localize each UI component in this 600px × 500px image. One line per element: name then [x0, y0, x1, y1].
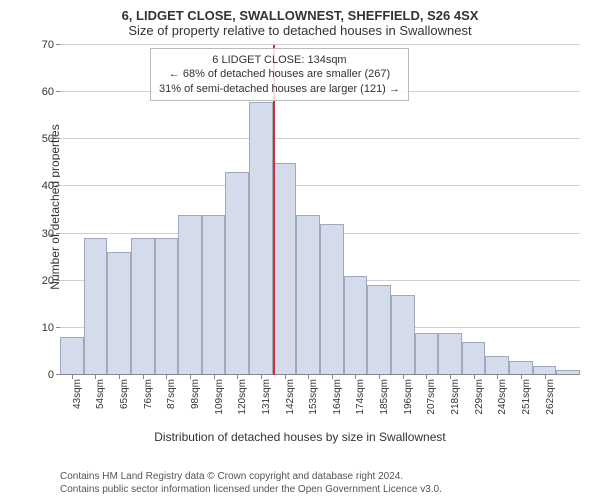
footer-line1: Contains HM Land Registry data © Crown c…	[60, 470, 442, 483]
xtick-mark	[403, 375, 404, 379]
ytick-label: 70	[42, 39, 54, 51]
xtick-label: 218sqm	[450, 379, 461, 415]
histogram-bar	[462, 342, 486, 375]
footer-line2: Contains public sector information licen…	[60, 483, 442, 496]
xtick-label: 76sqm	[143, 379, 154, 409]
histogram-bar	[273, 163, 297, 375]
xtick-mark	[237, 375, 238, 379]
chart-title-main: 6, LIDGET CLOSE, SWALLOWNEST, SHEFFIELD,…	[0, 0, 600, 23]
histogram-bar	[131, 238, 155, 375]
xtick-label: 54sqm	[95, 379, 106, 409]
ytick-mark	[56, 185, 60, 186]
histogram-bar	[225, 172, 249, 375]
histogram-bar	[367, 285, 391, 375]
ytick-label: 40	[42, 180, 54, 192]
histogram-bar	[509, 361, 533, 375]
histogram-bar	[320, 224, 344, 375]
xtick-label: 207sqm	[426, 379, 437, 415]
footer-text: Contains HM Land Registry data © Crown c…	[60, 470, 442, 496]
xtick-mark	[214, 375, 215, 379]
histogram-bar	[178, 215, 202, 375]
xtick-mark	[166, 375, 167, 379]
xtick-mark	[474, 375, 475, 379]
histogram-bar	[415, 333, 439, 375]
xtick-label: 251sqm	[521, 379, 532, 415]
ytick-label: 10	[42, 322, 54, 334]
xtick-label: 142sqm	[285, 379, 296, 415]
xtick-mark	[332, 375, 333, 379]
ytick-label: 50	[42, 133, 54, 145]
xtick-label: 109sqm	[214, 379, 225, 415]
ytick-mark	[56, 138, 60, 139]
histogram-bar	[60, 337, 84, 375]
xtick-label: 98sqm	[190, 379, 201, 409]
xtick-mark	[72, 375, 73, 379]
gridline	[60, 138, 580, 139]
xtick-mark	[95, 375, 96, 379]
ytick-mark	[56, 91, 60, 92]
ytick-mark	[56, 233, 60, 234]
xtick-mark	[521, 375, 522, 379]
xtick-label: 131sqm	[261, 379, 272, 415]
histogram-bar	[84, 238, 108, 375]
chart-title-sub: Size of property relative to detached ho…	[0, 23, 600, 42]
xtick-mark	[285, 375, 286, 379]
ytick-mark	[56, 327, 60, 328]
xtick-label: 185sqm	[379, 379, 390, 415]
xtick-mark	[355, 375, 356, 379]
xtick-label: 174sqm	[355, 379, 366, 415]
ytick-label: 0	[48, 369, 54, 381]
ytick-mark	[56, 44, 60, 45]
xtick-mark	[379, 375, 380, 379]
xtick-label: 240sqm	[497, 379, 508, 415]
chart-container: 6, LIDGET CLOSE, SWALLOWNEST, SHEFFIELD,…	[0, 0, 600, 500]
histogram-bar	[202, 215, 226, 375]
xtick-mark	[308, 375, 309, 379]
histogram-bar	[485, 356, 509, 375]
ytick-label: 30	[42, 228, 54, 240]
xtick-mark	[545, 375, 546, 379]
histogram-bar	[438, 333, 462, 375]
histogram-bar	[296, 215, 320, 375]
xtick-mark	[450, 375, 451, 379]
ytick-label: 20	[42, 275, 54, 287]
xtick-label: 196sqm	[403, 379, 414, 415]
xtick-label: 164sqm	[332, 379, 343, 415]
histogram-bar	[344, 276, 368, 375]
histogram-bar	[249, 102, 273, 375]
xtick-mark	[190, 375, 191, 379]
xtick-label: 43sqm	[72, 379, 83, 409]
annotation-line1: 6 LIDGET CLOSE: 134sqm	[159, 53, 400, 67]
xtick-mark	[143, 375, 144, 379]
xtick-mark	[426, 375, 427, 379]
xtick-mark	[497, 375, 498, 379]
xtick-mark	[261, 375, 262, 379]
xtick-label: 87sqm	[166, 379, 177, 409]
xtick-label: 120sqm	[237, 379, 248, 415]
xtick-label: 229sqm	[474, 379, 485, 415]
annotation-line3: 31% of semi-detached houses are larger (…	[159, 82, 400, 96]
annotation-line2: ← 68% of detached houses are smaller (26…	[159, 67, 400, 81]
ytick-label: 60	[42, 86, 54, 98]
annotation-box: 6 LIDGET CLOSE: 134sqm ← 68% of detached…	[150, 48, 409, 101]
histogram-bar	[391, 295, 415, 375]
gridline	[60, 44, 580, 45]
xtick-label: 65sqm	[119, 379, 130, 409]
x-axis-label: Distribution of detached houses by size …	[0, 430, 600, 444]
x-axis-baseline	[60, 374, 580, 375]
ytick-mark	[56, 280, 60, 281]
xtick-mark	[119, 375, 120, 379]
xtick-label: 153sqm	[308, 379, 319, 415]
gridline	[60, 185, 580, 186]
histogram-bar	[155, 238, 179, 375]
xtick-label: 262sqm	[545, 379, 556, 415]
histogram-bar	[107, 252, 131, 375]
